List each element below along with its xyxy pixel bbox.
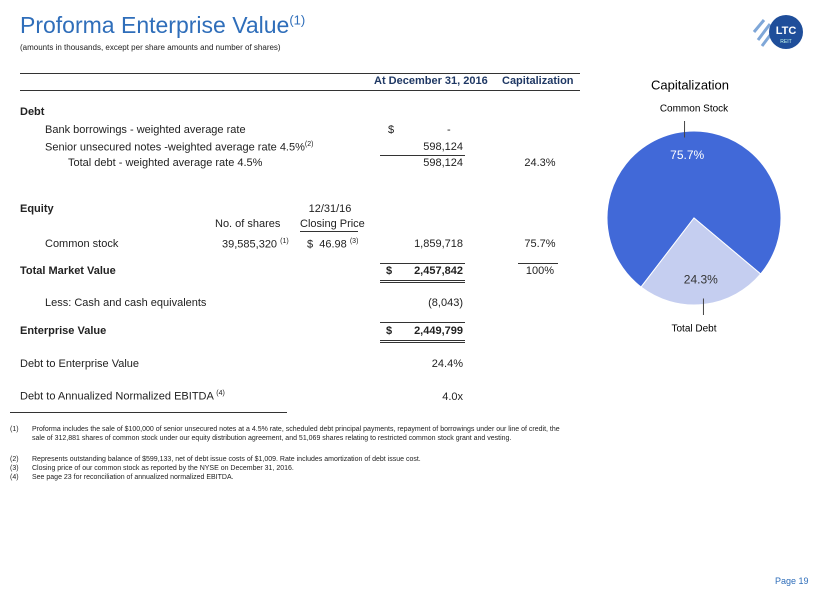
rule (380, 155, 465, 156)
row-label: Enterprise Value (20, 325, 107, 337)
label-text: Debt to Annualized Normalized EBITDA (20, 390, 214, 403)
amount: 2,449,799 (414, 325, 463, 337)
title-text: Proforma Enterprise Value (20, 12, 290, 38)
note: (4) (216, 390, 225, 397)
note: (1) (280, 238, 289, 245)
row-label: Total Market Value (20, 265, 116, 277)
percent: 75.7% (524, 238, 556, 250)
amount: 2,457,842 (414, 265, 463, 277)
rule (10, 412, 287, 413)
title-note: (1) (289, 12, 306, 28)
footnote-text: Represents outstanding balance of $599,1… (32, 456, 421, 463)
rule (20, 73, 580, 74)
footnote-marker: (1) (10, 426, 19, 433)
row-label: Senior unsecured notes -weighted average… (45, 141, 313, 154)
rule (380, 342, 465, 343)
category-label: Common Stock (660, 104, 729, 115)
rule (380, 280, 465, 281)
column-header: Capitalization (502, 75, 574, 87)
shares: 39,585,320 (1) (222, 238, 289, 251)
column-header: No. of shares (215, 218, 281, 230)
slice-value-label: 75.7% (670, 148, 704, 162)
column-header: 12/31/16 (308, 203, 352, 215)
section-label: Debt (20, 106, 45, 118)
rule (300, 231, 358, 232)
pie-chart: Capitalization 75.7% Common Stock 24.3% Tot… (606, 77, 782, 335)
page-number: Page 19 (775, 576, 809, 586)
rule (20, 90, 580, 91)
currency: $ (388, 124, 395, 136)
amount: (8,043) (428, 297, 463, 309)
footnote-marker: (2) (10, 456, 19, 463)
price-text: 46.98 (319, 238, 347, 251)
footnote-text: Proforma includes the sale of $100,000 o… (32, 426, 560, 442)
footnote-marker: (3) (10, 465, 19, 472)
ratio: 24.4% (431, 358, 463, 370)
rule (380, 322, 465, 323)
currency: $ (307, 238, 314, 251)
logo-subtext: REIT (780, 39, 791, 45)
footnote-marker: (4) (10, 474, 19, 481)
chart-title: Capitalization (651, 77, 729, 92)
rule (380, 340, 465, 341)
rule (380, 282, 465, 283)
row-label: Less: Cash and cash equivalents (45, 297, 207, 309)
label-text: Senior unsecured notes -weighted average… (45, 141, 305, 154)
percent: 100% (525, 265, 555, 277)
ratio: 4.0x (442, 391, 463, 403)
row-label: Debt to Annualized Normalized EBITDA (4) (20, 390, 225, 403)
row-label: Debt to Enterprise Value (20, 358, 140, 370)
shares-text: 39,585,320 (222, 238, 278, 251)
currency: $ (386, 265, 393, 277)
rule (380, 263, 465, 264)
rule (518, 263, 558, 264)
footnote-text: See page 23 for reconciliation of annual… (32, 474, 234, 481)
subtitle: (amounts in thousands, except per share … (20, 43, 281, 52)
note: (2) (304, 141, 314, 148)
price: $ 46.98 (3) (307, 238, 358, 251)
row-label: Total debt - weighted average rate 4.5% (68, 157, 263, 169)
amount: 1,859,718 (414, 238, 463, 250)
row-label: Common stock (45, 238, 119, 250)
amount: 598,124 (423, 141, 463, 153)
logo: LTC REIT (752, 15, 803, 49)
percent: 24.3% (524, 157, 556, 169)
currency: $ (386, 325, 393, 337)
column-header: Closing Price (300, 218, 365, 230)
logo-text: LTC (776, 25, 797, 37)
row-label: Bank borrowings - weighted average rate (45, 124, 246, 136)
title: Proforma Enterprise Value(1) (20, 12, 305, 39)
category-label: Total Debt (671, 324, 716, 335)
note: (3) (349, 238, 359, 245)
column-header: At December 31, 2016 (374, 75, 488, 87)
slice-value-label: 24.3% (684, 272, 718, 286)
amount: 598,124 (423, 157, 463, 169)
section-label: Equity (20, 203, 54, 215)
amount: - (447, 124, 451, 136)
footnote-text: Closing price of our common stock as rep… (32, 465, 294, 472)
